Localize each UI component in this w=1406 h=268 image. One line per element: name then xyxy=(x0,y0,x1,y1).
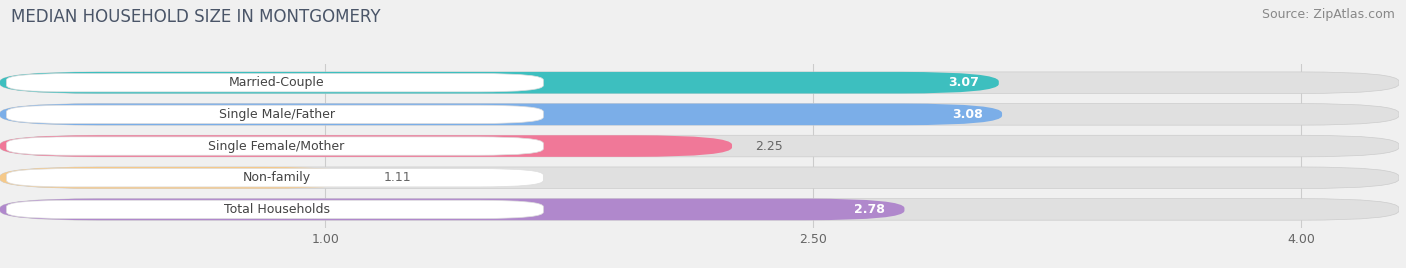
Text: 3.07: 3.07 xyxy=(949,76,979,89)
FancyBboxPatch shape xyxy=(7,105,543,124)
FancyBboxPatch shape xyxy=(0,135,1399,157)
FancyBboxPatch shape xyxy=(0,104,1399,125)
FancyBboxPatch shape xyxy=(7,169,543,187)
FancyBboxPatch shape xyxy=(0,72,998,94)
Text: 1.11: 1.11 xyxy=(384,171,412,184)
FancyBboxPatch shape xyxy=(0,199,1399,220)
FancyBboxPatch shape xyxy=(7,73,543,92)
FancyBboxPatch shape xyxy=(0,72,1399,94)
Text: 2.25: 2.25 xyxy=(755,140,783,152)
Text: Single Female/Mother: Single Female/Mother xyxy=(208,140,344,152)
Text: Total Households: Total Households xyxy=(224,203,329,216)
Text: Married-Couple: Married-Couple xyxy=(229,76,325,89)
FancyBboxPatch shape xyxy=(0,199,904,220)
FancyBboxPatch shape xyxy=(7,200,543,219)
Text: 3.08: 3.08 xyxy=(952,108,983,121)
Text: Non-family: Non-family xyxy=(242,171,311,184)
Text: Source: ZipAtlas.com: Source: ZipAtlas.com xyxy=(1261,8,1395,21)
Text: MEDIAN HOUSEHOLD SIZE IN MONTGOMERY: MEDIAN HOUSEHOLD SIZE IN MONTGOMERY xyxy=(11,8,381,26)
FancyBboxPatch shape xyxy=(0,104,1002,125)
FancyBboxPatch shape xyxy=(0,135,733,157)
Text: Single Male/Father: Single Male/Father xyxy=(218,108,335,121)
FancyBboxPatch shape xyxy=(0,167,1399,188)
FancyBboxPatch shape xyxy=(0,167,361,188)
FancyBboxPatch shape xyxy=(7,137,543,155)
Text: 2.78: 2.78 xyxy=(853,203,884,216)
